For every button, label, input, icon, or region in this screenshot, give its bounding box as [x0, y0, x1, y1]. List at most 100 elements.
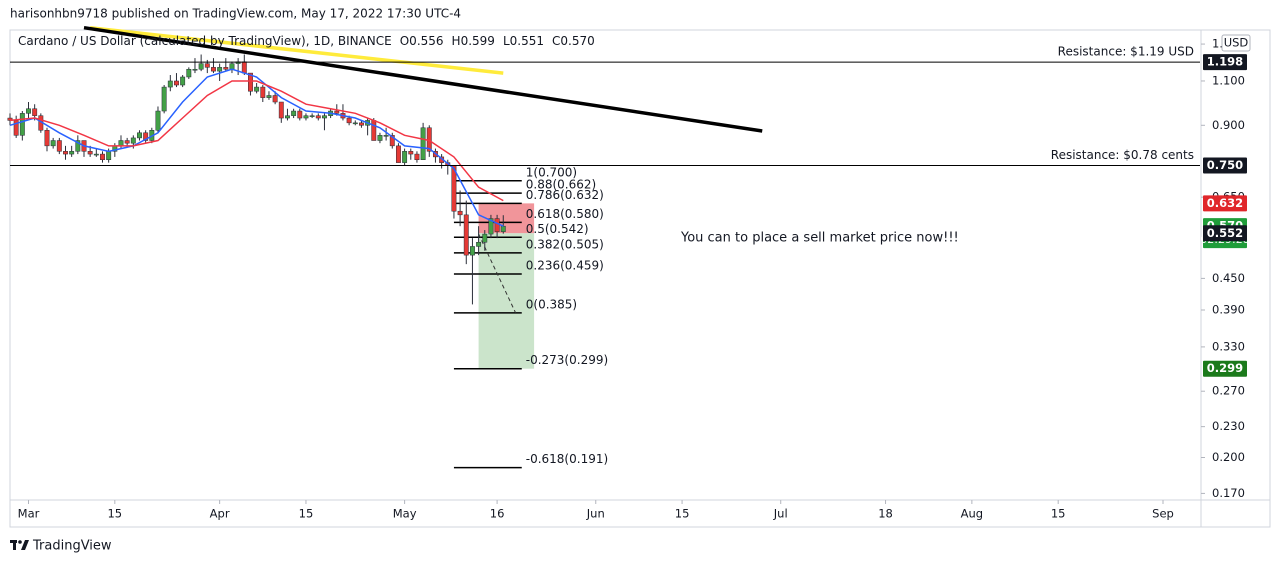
price-badge — [1203, 157, 1247, 174]
symbol-title: Cardano / US Dollar (calculated by Tradi… — [18, 34, 392, 48]
candle-body — [383, 135, 389, 137]
brand: TradingView — [10, 539, 112, 554]
y-tick-label: 0.270 — [1212, 384, 1245, 398]
candle-body — [395, 145, 401, 163]
candle-body — [322, 115, 327, 119]
candle-body — [217, 67, 223, 72]
candle-body — [204, 63, 210, 68]
candle-body — [69, 151, 75, 155]
y-tick-label: 0.330 — [1212, 339, 1245, 353]
position-box — [478, 233, 535, 369]
candle-body — [186, 68, 192, 78]
x-tick-label: Jun — [586, 507, 605, 521]
price-badge-label: 0.552 — [1207, 226, 1243, 240]
price-badge-label: 0.632 — [1207, 196, 1243, 210]
candle-body — [402, 151, 408, 163]
x-tick-label: Mar — [18, 507, 40, 521]
fib-label: -0.618(0.191) — [526, 452, 608, 466]
x-tick-label: Jul — [773, 507, 788, 521]
y-tick-label: 1.100 — [1212, 73, 1245, 87]
candle-body — [44, 130, 50, 147]
trendline — [89, 25, 504, 75]
y-tick-label: 0.450 — [1212, 271, 1245, 285]
candle-body — [476, 241, 482, 247]
candle-body — [174, 80, 179, 86]
y-tick-label: 0.900 — [1212, 118, 1245, 132]
candle-body — [118, 140, 124, 147]
candle-body — [75, 140, 81, 152]
candle-body — [106, 151, 112, 160]
candle-body — [254, 86, 260, 92]
x-tick-label: 15 — [1051, 507, 1066, 521]
candle-body — [167, 80, 173, 88]
x-tick-label: 18 — [878, 507, 893, 521]
x-tick-label: 15 — [299, 507, 314, 521]
x-tick-label: Sep — [1152, 507, 1174, 521]
candle-body — [494, 218, 500, 232]
y-tick-label: 0.200 — [1212, 450, 1245, 464]
annotation: You can to place a sell market price now… — [680, 231, 959, 246]
chart-frame — [9, 29, 1271, 528]
candle-body — [297, 110, 303, 119]
candle-body — [463, 214, 469, 256]
candle-body — [161, 86, 167, 112]
fib-label: 0.88(0.662) — [526, 178, 596, 192]
moving-average — [9, 80, 504, 202]
legend: Cardano / US Dollar (calculated by Tradi… — [18, 34, 595, 48]
fib-label: 0.786(0.632) — [526, 188, 604, 202]
x-tick-label: Aug — [961, 507, 983, 521]
resistance-label: Resistance: $1.19 USD — [1058, 45, 1194, 59]
candle-body — [352, 122, 358, 125]
candle-body — [7, 117, 13, 121]
candle-body — [482, 233, 488, 243]
x-tick-label: May — [393, 507, 417, 521]
candle-body — [266, 95, 272, 98]
candle-body — [56, 140, 62, 152]
candle-body — [309, 115, 315, 117]
y-tick-label: 0.390 — [1212, 302, 1245, 316]
fib-label: 0.618(0.580) — [526, 207, 604, 221]
fib-label: 0(0.385) — [526, 297, 577, 311]
candle-body — [260, 86, 266, 98]
y-tick-label: 0.230 — [1212, 419, 1245, 433]
candle-body — [93, 153, 99, 156]
logo-dot — [18, 540, 22, 544]
candle-body — [87, 151, 93, 155]
logo-stem — [13, 540, 16, 550]
fib-label: 0.236(0.459) — [526, 259, 604, 273]
candle-body — [130, 137, 136, 144]
candle-body — [241, 61, 247, 74]
moving-average — [9, 68, 504, 227]
candle-body — [359, 122, 364, 126]
candle-body — [100, 153, 105, 160]
candle-body — [124, 140, 130, 144]
ohlc-high: H0.599 — [452, 34, 495, 48]
candle-body — [334, 110, 340, 114]
candle-body — [303, 115, 309, 119]
logo-slash — [21, 540, 29, 550]
candle-body — [50, 140, 56, 147]
x-tick-label: Apr — [210, 507, 230, 521]
candle-body — [500, 225, 506, 232]
price-badge — [1203, 360, 1247, 377]
publisher-line: harisonhbn9718 published on TradingView.… — [10, 7, 461, 21]
candle-body — [371, 120, 377, 141]
candle-body — [420, 127, 426, 160]
candle-body — [192, 68, 198, 71]
y-tick-label: 0.170 — [1212, 486, 1245, 500]
x-tick-label: 15 — [675, 507, 690, 521]
price-badge — [1203, 54, 1247, 71]
trendline — [83, 25, 763, 133]
candle-body — [248, 72, 253, 92]
price-badge-label: 1.198 — [1207, 55, 1243, 69]
candle-body — [223, 67, 229, 70]
candle-body — [414, 153, 420, 160]
candle-body — [211, 67, 216, 72]
currency-label: USD — [1224, 36, 1249, 50]
x-tick-label: 15 — [107, 507, 122, 521]
candle-body — [408, 151, 414, 155]
candle-body — [32, 108, 38, 116]
